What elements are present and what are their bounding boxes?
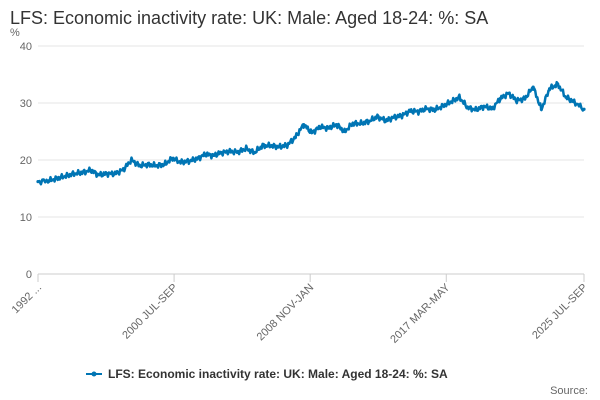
data-point[interactable] xyxy=(154,164,158,168)
data-point[interactable] xyxy=(179,160,183,164)
data-point[interactable] xyxy=(515,99,519,103)
y-tick-label: 0 xyxy=(26,269,32,281)
data-point[interactable] xyxy=(105,172,109,176)
data-point[interactable] xyxy=(252,150,257,155)
data-point[interactable] xyxy=(80,170,84,175)
data-point[interactable] xyxy=(351,121,355,126)
legend-label: LFS: Economic inactivity rate: UK: Male:… xyxy=(108,367,448,381)
data-point[interactable] xyxy=(318,125,322,129)
y-tick-label: 30 xyxy=(20,98,32,110)
source-label[interactable]: Source: xyxy=(550,385,588,397)
y-tick-label: 20 xyxy=(20,155,32,167)
data-point[interactable] xyxy=(384,119,388,123)
data-point[interactable] xyxy=(56,176,60,180)
data-point[interactable] xyxy=(523,96,527,101)
data-point[interactable] xyxy=(220,150,224,155)
data-point[interactable] xyxy=(187,159,191,163)
x-tick-label: 2000 JUL-SEP xyxy=(120,282,180,342)
data-point[interactable] xyxy=(162,162,166,167)
data-point[interactable] xyxy=(244,147,248,151)
y-axis-ticks: 0 10 20 30 40 xyxy=(20,41,32,281)
data-point[interactable] xyxy=(400,113,404,118)
data-point[interactable] xyxy=(195,157,199,161)
data-point[interactable] xyxy=(138,164,142,168)
data-point[interactable] xyxy=(170,156,175,160)
x-tick-label: 2025 JUL-SEP xyxy=(530,282,590,342)
data-point[interactable] xyxy=(310,131,314,135)
data-point[interactable] xyxy=(343,129,347,134)
data-point[interactable] xyxy=(64,174,68,178)
data-point[interactable] xyxy=(269,144,273,148)
x-axis: 1992 ... 2000 JUL-SEP 2008 NOV-JAN 2017 MAR… xyxy=(10,274,590,346)
y-tick-label: 40 xyxy=(20,41,32,53)
data-point[interactable] xyxy=(539,107,543,111)
data-point[interactable] xyxy=(531,85,535,89)
x-tick-label: 2008 NOV-JAN xyxy=(255,282,317,344)
page-title: LFS: Economic inactivity rate: UK: Male:… xyxy=(10,8,489,28)
data-point[interactable] xyxy=(277,145,281,149)
data-point[interactable] xyxy=(121,168,125,172)
data-point[interactable] xyxy=(572,100,576,104)
data-point[interactable] xyxy=(424,107,429,111)
data-point[interactable] xyxy=(482,104,486,109)
data-point[interactable] xyxy=(441,104,445,108)
data-point[interactable] xyxy=(113,172,117,176)
data-point[interactable] xyxy=(474,108,478,112)
data-point[interactable] xyxy=(203,152,207,156)
y-axis-label: % xyxy=(10,27,20,39)
x-tick-label: 1992 ... xyxy=(10,282,44,316)
data-point[interactable] xyxy=(72,172,76,176)
data-point[interactable] xyxy=(228,149,232,154)
data-point[interactable] xyxy=(490,107,494,111)
data-point[interactable] xyxy=(367,119,371,123)
data-point[interactable] xyxy=(326,126,330,130)
legend-swatch-marker xyxy=(91,371,97,377)
data-point[interactable] xyxy=(506,91,511,95)
data-point[interactable] xyxy=(293,135,298,139)
data-point[interactable] xyxy=(146,162,150,167)
data-point[interactable] xyxy=(392,115,396,119)
data-point[interactable] xyxy=(88,168,93,172)
data-point[interactable] xyxy=(547,87,552,91)
data-point[interactable] xyxy=(302,123,306,127)
data-point[interactable] xyxy=(457,95,461,99)
data-point[interactable] xyxy=(449,100,453,104)
legend[interactable]: LFS: Economic inactivity rate: UK: Male:… xyxy=(86,367,448,381)
y-tick-label: 10 xyxy=(20,212,32,224)
data-point[interactable] xyxy=(359,121,363,126)
data-point[interactable] xyxy=(236,150,240,154)
data-point[interactable] xyxy=(416,109,420,114)
x-tick-label: 2017 MAR-MAY xyxy=(388,281,453,346)
data-point[interactable] xyxy=(211,153,216,158)
data-point[interactable] xyxy=(97,173,101,177)
data-point[interactable] xyxy=(465,105,470,110)
gridlines xyxy=(38,45,584,275)
data-point[interactable] xyxy=(129,158,134,162)
data-point[interactable] xyxy=(334,123,339,127)
data-point[interactable] xyxy=(375,115,380,119)
data-point[interactable] xyxy=(556,82,560,86)
data-point[interactable] xyxy=(285,143,289,147)
data-point[interactable] xyxy=(433,108,437,112)
data-point[interactable] xyxy=(498,96,502,101)
data-point[interactable] xyxy=(47,178,52,183)
data-point[interactable] xyxy=(582,107,586,111)
data-point[interactable] xyxy=(36,180,40,184)
series-group xyxy=(36,80,586,186)
data-point[interactable] xyxy=(408,109,412,113)
data-point[interactable] xyxy=(564,95,568,99)
data-point[interactable] xyxy=(261,144,265,148)
